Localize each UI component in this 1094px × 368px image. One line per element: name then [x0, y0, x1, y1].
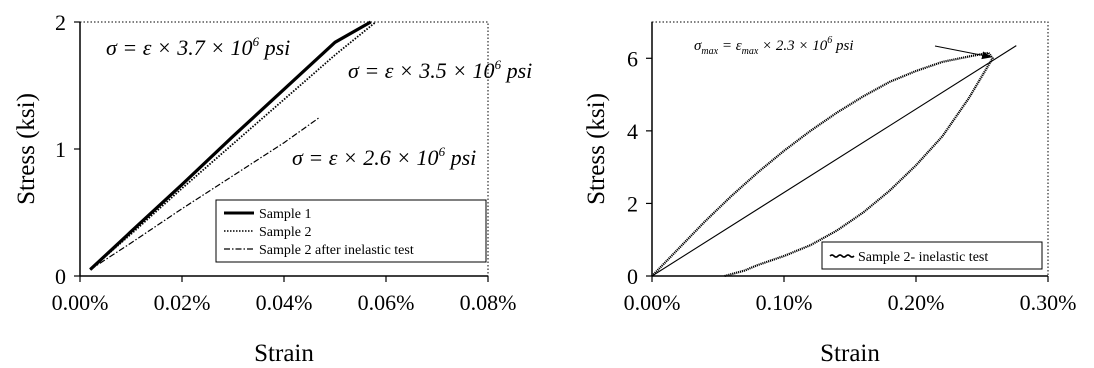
- left-series-line-1: [89, 21, 377, 271]
- right-legend-box: [821, 241, 1043, 270]
- right-series: [651, 45, 1017, 278]
- right-series-line-0: [651, 51, 994, 278]
- left-ticks: 0.00% 0.02% 0.04% 0.06% 0.08% 0 1 2: [52, 10, 517, 315]
- right-y-tick-label: 0: [627, 264, 638, 289]
- right-x-tick-label: 0.10%: [756, 290, 813, 315]
- right-y-tick-label: 4: [627, 119, 638, 144]
- left-annotation-after-inelastic: σ = ε × 2.6 × 106 psi: [292, 144, 476, 170]
- right-annotation-max: σmax = εmax × 2.3 × 106 psi: [694, 35, 854, 57]
- left-x-tick-label: 0.06%: [358, 290, 415, 315]
- right-x-tick-label: 0.30%: [1020, 290, 1077, 315]
- left-x-tick-label: 0.04%: [256, 290, 313, 315]
- left-y-tick-label: 2: [55, 10, 66, 35]
- right-legend-swatch: [829, 254, 855, 258]
- right-legend: Sample 2- inelastic test: [821, 241, 1043, 270]
- right-y-tick-label: 6: [627, 46, 638, 71]
- left-x-tick-label: 0.00%: [52, 290, 109, 315]
- right-x-axis-title: Strain: [820, 340, 880, 367]
- right-x-tick-label: 0.00%: [624, 290, 681, 315]
- left-legend-label-after-inelastic: Sample 2 after inelastic test: [259, 243, 414, 258]
- right-legend-label: Sample 2- inelastic test: [858, 250, 988, 265]
- left-x-tick-label: 0.08%: [460, 290, 517, 315]
- left-annotation-sample2: σ = ε × 3.5 × 106 psi: [348, 57, 532, 83]
- left-legend-label-sample2: Sample 2: [259, 225, 312, 240]
- left-annotation-sample1: σ = ε × 3.7 × 106 psi: [106, 34, 290, 60]
- left-y-axis-title: Stress (ksi): [13, 93, 40, 205]
- left-series-line-2: [89, 116, 321, 271]
- right-annotation-arrow: [934, 45, 992, 60]
- left-legend: Sample 1 Sample 2 Sample 2 after inelast…: [215, 199, 487, 263]
- left-series-line-0: [89, 20, 372, 271]
- right-ticks: 0.00% 0.10% 0.20% 0.30% 0 2 4 6: [624, 46, 1077, 315]
- left-x-tick-label: 0.02%: [154, 290, 211, 315]
- left-y-tick-label: 1: [55, 137, 66, 162]
- left-series: [89, 20, 377, 271]
- right-y-tick-label: 2: [627, 191, 638, 216]
- right-series-line-1: [651, 45, 1017, 277]
- left-x-axis-title: Strain: [254, 340, 314, 367]
- left-legend-box: [215, 199, 487, 263]
- left-chart: 0.00% 0.02% 0.04% 0.06% 0.08% 0 1 2 Strain Stre…: [13, 10, 532, 367]
- right-x-tick-label: 0.20%: [888, 290, 945, 315]
- left-y-tick-label: 0: [55, 264, 66, 289]
- left-legend-label-sample1: Sample 1: [259, 207, 312, 222]
- right-y-axis-title: Stress (ksi): [583, 93, 610, 205]
- right-chart: 0.00% 0.10% 0.20% 0.30% 0 2 4 6 Strain Stress (…: [583, 21, 1077, 367]
